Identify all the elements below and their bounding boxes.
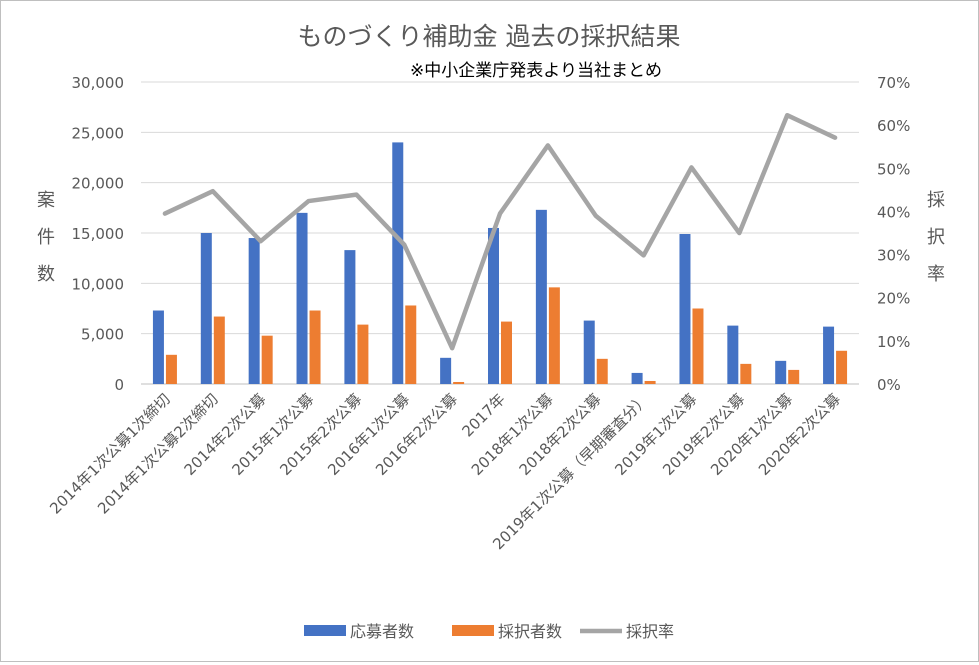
right-axis-label-char: 択 — [927, 227, 945, 248]
applicants-bar — [584, 321, 595, 384]
right-tick-label: 30% — [877, 247, 910, 265]
applicants-bar — [727, 326, 738, 384]
applicants-bar — [249, 238, 260, 384]
left-tick-label: 20,000 — [72, 175, 125, 193]
adopted-bar — [501, 322, 512, 384]
x-tick-label: 2016年2次公募 — [372, 390, 461, 479]
adopted-bar — [645, 381, 656, 384]
adopted-bar — [836, 351, 847, 384]
right-axis-label-char: 採 — [927, 190, 945, 211]
left-tick-label: 30,000 — [72, 74, 125, 92]
bars — [153, 142, 847, 384]
adopted-bar — [453, 382, 464, 384]
left-axis-ticks: 0 5,000 10,000 15,000 20,000 25,000 30,000 — [72, 74, 125, 394]
left-tick-label: 10,000 — [72, 275, 125, 293]
x-tick-label: 2020年2次公募 — [755, 390, 844, 479]
right-tick-label: 10% — [877, 333, 910, 351]
applicants-bar — [679, 234, 690, 384]
legend-label: 採択率 — [626, 622, 674, 641]
applicants-bar — [488, 228, 499, 384]
applicants-bar — [344, 250, 355, 384]
legend-swatch — [304, 625, 346, 636]
adopted-bar — [310, 311, 321, 384]
left-tick-label: 5,000 — [81, 326, 124, 344]
adopted-bar — [549, 287, 560, 384]
right-axis-label: 採択率 — [927, 190, 945, 285]
x-tick-label: 2020年1次公募 — [707, 390, 796, 479]
legend: 応募者数 採択者数 採択率 — [304, 622, 674, 641]
left-axis-label-char: 件 — [37, 227, 55, 248]
applicants-bar — [392, 142, 403, 384]
adopted-bar — [740, 364, 751, 384]
x-tick-label: 2019年1次公募 — [611, 390, 700, 479]
adopted-bar — [692, 309, 703, 385]
applicants-bar — [536, 210, 547, 384]
right-tick-label: 40% — [877, 203, 910, 221]
legend-swatch — [452, 625, 494, 636]
left-axis-label-char: 案 — [37, 190, 55, 211]
x-tick-label: 2014年2次公募 — [181, 390, 270, 479]
right-axis-ticks: 0% 10% 20% 30% 40% 50% 60% 70% — [877, 74, 910, 394]
adopted-bar — [788, 370, 799, 384]
right-tick-label: 60% — [877, 117, 910, 135]
applicants-bar — [775, 361, 786, 384]
left-tick-label: 15,000 — [72, 225, 125, 243]
applicants-bar — [823, 327, 834, 384]
legend-label: 採択者数 — [498, 622, 562, 641]
adopted-bar — [214, 317, 225, 384]
adopted-bar — [357, 325, 368, 384]
legend-label: 応募者数 — [350, 622, 414, 641]
applicants-bar — [440, 358, 451, 384]
adopted-bar — [262, 336, 273, 384]
left-tick-label: 25,000 — [72, 124, 125, 142]
adoption-rate-series-line — [165, 115, 835, 348]
applicants-bar — [153, 311, 164, 384]
rate-line — [165, 115, 835, 348]
applicants-bar — [201, 233, 212, 384]
left-axis-label-char: 数 — [37, 264, 55, 285]
x-axis-labels: 2014年1次公募1次締切2014年1次公募2次締切2014年2次公募2015年… — [46, 390, 844, 553]
applicants-bar — [297, 213, 308, 384]
applicants-bar — [632, 373, 643, 384]
x-tick-label: 2016年1次公募 — [324, 390, 413, 479]
adopted-bar — [405, 305, 416, 384]
chart-subtitle: ※中小企業庁発表より当社まとめ — [410, 61, 662, 81]
chart-title: ものづくり補助金 過去の採択結果 — [298, 22, 681, 51]
right-tick-label: 50% — [877, 160, 910, 178]
x-tick-label: 2018年2次公募 — [516, 390, 605, 479]
x-tick-label: 2018年1次公募 — [468, 390, 557, 479]
right-axis-label-char: 率 — [927, 264, 945, 285]
adopted-bar — [166, 355, 177, 384]
left-axis-label: 案件数 — [37, 190, 55, 285]
x-tick-label: 2019年2次公募 — [659, 390, 748, 479]
right-tick-label: 0% — [877, 376, 901, 394]
adopted-bar — [597, 359, 608, 384]
x-tick-label: 2015年1次公募 — [228, 390, 317, 479]
left-tick-label: 0 — [114, 376, 124, 394]
right-tick-label: 20% — [877, 290, 910, 308]
x-tick-label: 2015年2次公募 — [276, 390, 365, 479]
right-tick-label: 70% — [877, 74, 910, 92]
